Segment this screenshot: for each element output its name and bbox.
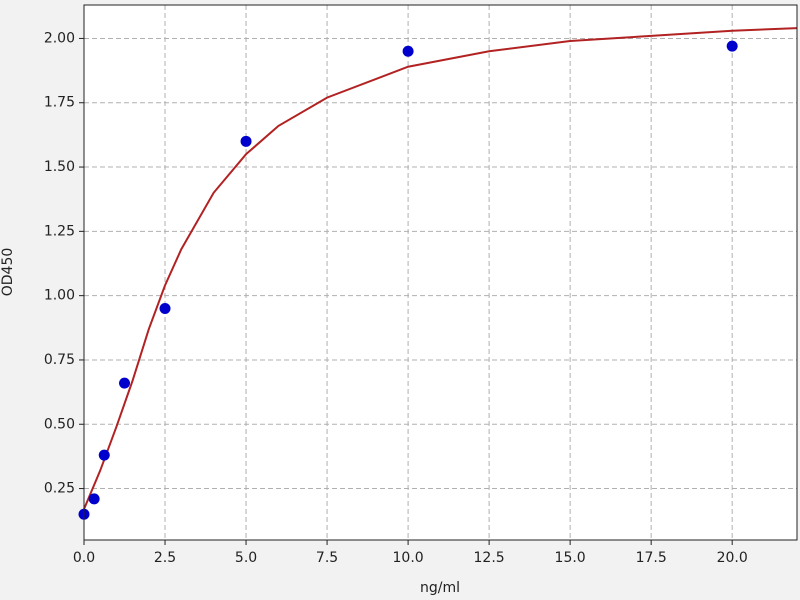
data-point <box>119 377 131 389</box>
x-tick-label: 7.5 <box>316 550 338 566</box>
data-point <box>402 45 414 57</box>
y-tick-label: 2.00 <box>44 30 75 46</box>
y-tick-label: 1.50 <box>44 159 75 175</box>
x-tick-label: 0.0 <box>73 550 95 566</box>
y-axis-label: OD450 <box>0 248 16 297</box>
x-tick-label: 17.5 <box>636 550 667 566</box>
x-tick-label: 2.5 <box>154 550 176 566</box>
y-tick-label: 1.75 <box>44 95 75 111</box>
data-point <box>98 449 110 461</box>
data-point <box>88 493 100 505</box>
data-point <box>240 135 252 147</box>
y-tick-label: 0.50 <box>44 416 75 432</box>
x-tick-label: 12.5 <box>474 550 505 566</box>
x-axis-label: ng/ml <box>420 580 460 596</box>
fit-curve <box>83 27 798 510</box>
x-tick-label: 10.0 <box>393 550 424 566</box>
plot-area <box>84 5 797 540</box>
x-tick-label: 15.0 <box>555 550 586 566</box>
data-point <box>159 303 171 315</box>
y-tick-label: 1.25 <box>44 223 75 239</box>
y-tick-label: 1.00 <box>44 288 75 304</box>
plot-frame <box>83 4 798 541</box>
data-point <box>726 40 738 52</box>
y-tick-label: 0.25 <box>44 481 75 497</box>
x-tick-label: 5.0 <box>235 550 257 566</box>
y-tick-label: 0.75 <box>44 352 75 368</box>
x-tick-label: 20.0 <box>717 550 748 566</box>
